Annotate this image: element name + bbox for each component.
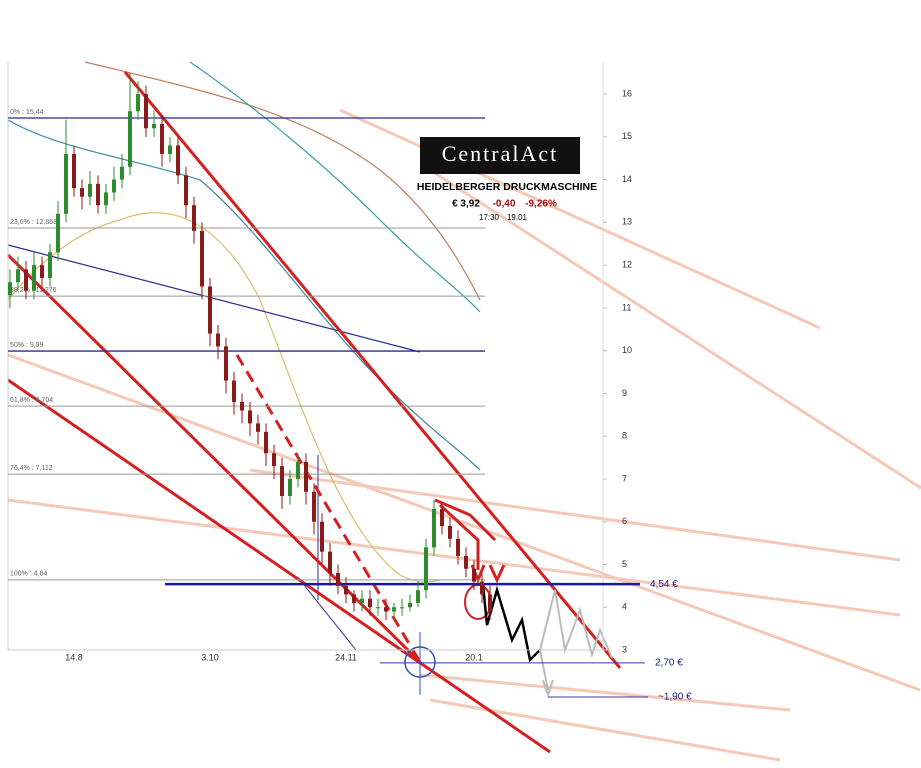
candle-body: [232, 380, 236, 402]
candle-body: [88, 183, 92, 197]
y-tick-label: 12: [622, 260, 632, 270]
target-label: 4,54 €: [650, 579, 678, 590]
candle-body: [176, 145, 180, 176]
y-tick-label: 7: [622, 473, 627, 483]
y-tick-label: 15: [622, 131, 632, 141]
candle-body: [320, 521, 324, 552]
candle-body: [464, 555, 468, 569]
fib-label: 0% : 15,44: [10, 109, 44, 116]
candle-body: [240, 401, 244, 411]
candle-body: [136, 94, 140, 112]
candle-body: [336, 573, 340, 586]
y-tick-label: 4: [622, 602, 627, 612]
candle-body: [272, 453, 276, 467]
candle-body: [120, 166, 124, 180]
candle-body: [16, 269, 20, 283]
candle-body: [40, 265, 44, 278]
candle-body: [48, 252, 52, 278]
candle-body: [328, 551, 332, 574]
fib-label: 23,6% : 12,868: [10, 219, 57, 226]
y-tick-label: 6: [622, 516, 627, 526]
candle-body: [104, 192, 108, 206]
candle-body: [80, 188, 84, 197]
fib-label: 61,8% : 8,704: [10, 397, 53, 404]
candle-body: [24, 269, 28, 291]
candle-body: [392, 607, 396, 612]
x-tick-label: 24.11: [335, 652, 357, 662]
candle-body: [416, 590, 420, 603]
candle-body: [168, 145, 172, 154]
candle-body: [208, 286, 212, 334]
y-tick-label: 16: [622, 88, 632, 98]
candle-body: [448, 525, 452, 539]
candle-body: [160, 124, 164, 154]
chart-title: HEIDELBERGER DRUCKMASCHINE: [417, 181, 597, 193]
candle-body: [32, 265, 36, 291]
candle-body: [192, 205, 196, 231]
candle-body: [408, 602, 412, 608]
fib-label: 100% : 4,64: [10, 571, 47, 578]
candle-body: [280, 466, 284, 497]
candle-body: [376, 607, 380, 609]
candle-body: [472, 568, 476, 582]
trend-decor: [6, 61, 921, 762]
candle-body: [184, 175, 188, 206]
target-label: ~1,90 €: [658, 692, 692, 703]
candle-body: [432, 508, 436, 548]
change-pct: -9,26%: [525, 199, 557, 210]
candle-body: [248, 410, 252, 424]
candle-body: [64, 153, 68, 214]
y-tick-label: 5: [622, 559, 627, 569]
candle-body: [216, 333, 220, 347]
candle-body: [264, 431, 268, 454]
candle-body: [360, 598, 364, 603]
candle-body: [304, 461, 308, 492]
y-tick-label: 14: [622, 174, 632, 184]
candle-body: [112, 179, 116, 193]
candle-body: [344, 585, 348, 595]
candle-body: [8, 282, 12, 296]
fib-label: 76,4% : 7,112: [10, 465, 53, 472]
y-tick-label: 8: [622, 431, 627, 441]
x-tick-label: 14.8: [65, 652, 83, 662]
candle-body: [312, 491, 316, 522]
logo-box: [420, 137, 580, 174]
price: € 3,92: [452, 199, 480, 210]
y-tick-label: 10: [622, 345, 632, 355]
candle-body: [200, 230, 204, 287]
candle-body: [56, 213, 60, 253]
y-tick-label: 9: [622, 388, 627, 398]
candle-body: [296, 461, 300, 479]
candle-body: [480, 581, 484, 595]
change: -0,40: [493, 199, 516, 210]
candle-body: [424, 547, 428, 591]
candle-body: [128, 111, 132, 167]
candle-body: [288, 478, 292, 497]
candle-body: [224, 346, 228, 381]
candle-body: [368, 598, 372, 608]
candle-body: [384, 607, 388, 612]
candle-body: [352, 594, 356, 603]
time: 17:30: [479, 213, 500, 222]
candle-body: [256, 423, 260, 432]
candle-body: [72, 153, 76, 189]
candle-body: [96, 183, 100, 206]
y-tick-label: 11: [622, 302, 631, 312]
y-tick-label: 13: [622, 217, 632, 227]
x-tick-label: 20.1: [465, 652, 483, 662]
candle-body: [152, 124, 156, 129]
fib-label: 50% : 9,99: [10, 342, 44, 349]
target-label: 2,70 €: [655, 657, 683, 668]
candle-body: [440, 508, 444, 526]
y-tick-label: 3: [622, 644, 627, 654]
logo: CentralAct: [442, 141, 559, 166]
date: 19.01: [507, 213, 528, 222]
x-tick-label: 3.10: [201, 652, 219, 662]
candle-body: [400, 607, 404, 609]
candle-body: [456, 538, 460, 556]
candle-body: [488, 594, 492, 611]
candle-body: [144, 94, 148, 129]
